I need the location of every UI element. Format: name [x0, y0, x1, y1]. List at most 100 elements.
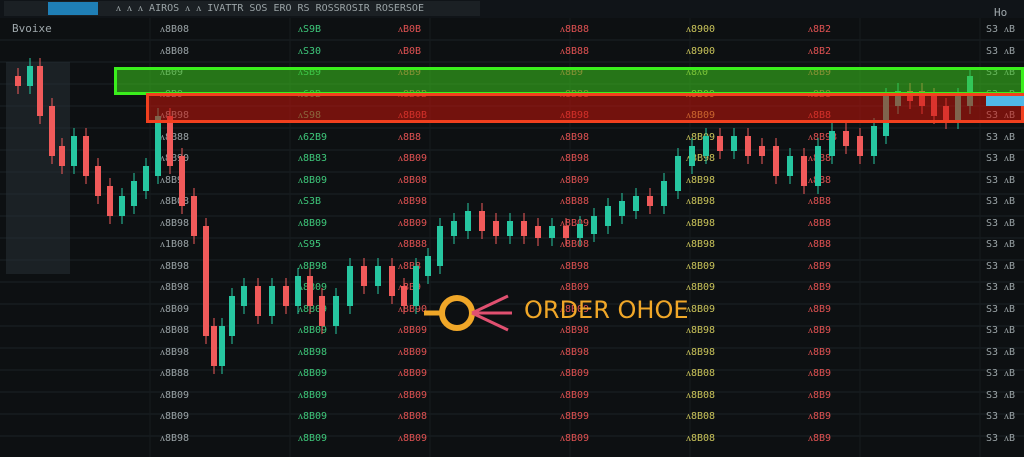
table-cell: S3 ᴧB — [986, 282, 1016, 293]
table-cell: ᴧ8B88 — [560, 24, 590, 35]
candle-body — [389, 266, 395, 296]
table-cell: S3 ᴧB — [986, 196, 1016, 207]
candle-body — [179, 156, 185, 206]
table-cell: ᴧS95 — [298, 239, 322, 250]
header-right-label: Ho — [994, 6, 1008, 19]
table-cell: ᴧ8B09 — [298, 389, 328, 401]
table-cell: S3 ᴧB — [986, 411, 1016, 422]
table-cell: S3 ᴧB — [986, 346, 1016, 358]
candle-body — [493, 221, 499, 236]
candle-body — [295, 276, 301, 306]
table-cell: ᴧ8B09 — [398, 153, 428, 164]
candle-body — [619, 201, 625, 216]
candle-body — [577, 224, 583, 238]
table-cell: ᴧ8B2 — [808, 24, 832, 35]
table-cell: ᴧB0B — [398, 24, 422, 35]
table-cell: ᴧ8B09 — [560, 174, 590, 186]
table-cell: ᴧS30 — [298, 45, 322, 57]
candle-body — [95, 166, 101, 196]
candle-body — [283, 286, 289, 306]
table-cell: ᴧ8B09 — [686, 131, 716, 143]
top-strip — [4, 1, 480, 16]
table-cell: ᴧ8B98 — [560, 325, 590, 336]
table-cell: ᴧ8B09 — [298, 411, 328, 422]
table-cell: S3 ᴧB — [986, 153, 1016, 164]
table-cell: ᴧ8B9 — [160, 174, 184, 186]
candle-body — [535, 226, 541, 238]
table-cell: ᴧ8B9 — [808, 346, 832, 358]
candle-body — [71, 136, 77, 166]
table-cell: ᴧ8B8 — [808, 239, 832, 250]
table-cell: ᴧ8B9 — [808, 282, 832, 293]
table-cell: ᴧ8B09 — [560, 432, 590, 444]
table-cell: ᴧ8B08 — [560, 239, 590, 250]
table-cell: ᴧ8B98 — [398, 196, 428, 207]
candle-body — [605, 206, 611, 226]
table-cell: ᴧ8B9 — [808, 389, 832, 401]
table-cell: ᴧ8B09 — [398, 432, 428, 444]
table-cell: ᴧ8B09 — [560, 389, 590, 401]
table-cell: ᴧ8B09 — [298, 432, 328, 444]
table-cell: ᴧ8B09 — [398, 325, 428, 336]
candle-body — [829, 131, 835, 156]
candle-body — [155, 116, 161, 176]
candle-body — [49, 106, 55, 156]
table-cell: ᴧ8900 — [686, 45, 716, 57]
candle-body — [167, 116, 173, 166]
table-cell: S3 ᴧB — [986, 131, 1016, 143]
table-cell: ᴧ8B88 — [160, 131, 190, 143]
table-cell: ᴧ8B98 — [160, 260, 190, 272]
table-cell: ᴧ8B98 — [686, 239, 716, 250]
candle-body — [731, 136, 737, 151]
candle-body — [871, 126, 877, 156]
candle-body — [131, 181, 137, 206]
candle-body — [563, 226, 569, 238]
candle-body — [787, 156, 793, 176]
table-cell: ᴧ8B08 — [160, 24, 190, 35]
candle-body — [479, 211, 485, 231]
table-cell: ᴧ8B98 — [160, 346, 190, 358]
table-cell: S3 ᴧB — [986, 45, 1016, 57]
table-cell: S3 ᴧB — [986, 325, 1016, 336]
candle-body — [451, 221, 457, 236]
candle-body — [219, 326, 225, 366]
candle-body — [107, 186, 113, 216]
top-tab[interactable] — [48, 2, 98, 15]
table-cell: ᴧS9B — [298, 24, 322, 35]
candle-body — [83, 136, 89, 176]
top-bar: ᴧ ᴧ ᴧ AIROS ᴧ ᴧ IVATTR SOS ERO RS ROSSRO… — [0, 0, 1024, 18]
table-cell: S3 ᴧB — [986, 260, 1016, 272]
order-callout-label: ORDER OHOE — [524, 296, 689, 324]
candle-body — [229, 296, 235, 336]
candle-body — [27, 66, 33, 86]
table-cell: ᴧ8B8 — [808, 196, 832, 207]
candle-body — [465, 211, 471, 231]
candle-body — [143, 166, 149, 191]
table-cell: ᴧ8B09 — [686, 282, 716, 293]
table-cell: S3 ᴧB — [986, 368, 1016, 379]
table-cell: ᴧ8B83 — [298, 153, 328, 164]
table-cell: ᴧ8B09 — [160, 303, 190, 315]
table-cell: ᴧ8B09 — [398, 368, 428, 379]
resistance-zone-red — [146, 93, 1024, 123]
top-ticker-text: ᴧ ᴧ ᴧ AIROS ᴧ ᴧ IVATTR SOS ERO RS ROSSRO… — [116, 3, 424, 14]
candle-body — [689, 146, 695, 166]
candle-body — [633, 196, 639, 211]
candle-body — [521, 221, 527, 236]
table-cell: ᴧ1B08 — [160, 239, 190, 250]
table-cell: ᴧ8B08 — [160, 45, 190, 57]
table-cell: ᴧ8B08 — [686, 368, 716, 379]
table-cell: ᴧ8B98 — [686, 196, 716, 207]
table-cell: ᴧ8B9 — [808, 325, 832, 336]
table-cell: S3 ᴧB — [986, 217, 1016, 229]
candle-body — [15, 76, 21, 86]
price-marker-blue — [986, 96, 1024, 106]
table-cell: S3 ᴧB — [986, 239, 1016, 250]
table-cell: ᴧ8B98 — [160, 282, 190, 293]
table-cell: ᴧ8B09 — [398, 217, 428, 229]
candle-body — [425, 256, 431, 276]
table-cell: ᴧ8B98 — [560, 260, 590, 272]
callout-ring — [439, 295, 475, 331]
table-cell: ᴧ8B08 — [160, 196, 190, 207]
